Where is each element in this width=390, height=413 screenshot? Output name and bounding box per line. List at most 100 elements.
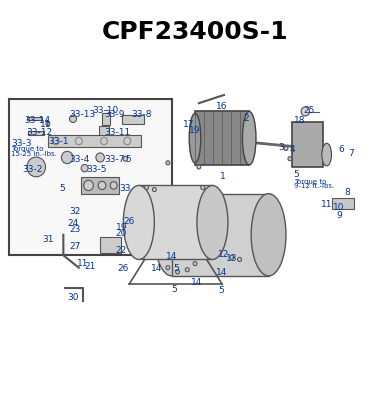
Circle shape	[197, 166, 201, 170]
Text: 33-4: 33-4	[69, 155, 90, 164]
Text: Torque to: Torque to	[294, 178, 326, 184]
Circle shape	[98, 182, 106, 190]
Text: 23: 23	[69, 225, 80, 234]
Text: 15-25 in.-lbs.: 15-25 in.-lbs.	[11, 150, 57, 156]
Bar	[27, 118, 42, 121]
Text: 2: 2	[243, 114, 249, 123]
Circle shape	[98, 156, 103, 161]
Circle shape	[176, 270, 179, 274]
Bar	[81, 178, 119, 194]
Circle shape	[230, 256, 234, 260]
Text: 33-3: 33-3	[11, 138, 32, 147]
Text: 33-13: 33-13	[69, 110, 96, 119]
Text: 33-5: 33-5	[87, 165, 107, 174]
Bar	[28, 131, 44, 135]
Text: 11: 11	[40, 120, 51, 129]
Circle shape	[75, 138, 82, 145]
Circle shape	[96, 154, 105, 163]
Text: 8: 8	[344, 188, 350, 197]
Text: 31: 31	[42, 235, 53, 244]
Text: 33-8: 33-8	[131, 110, 152, 119]
Circle shape	[124, 138, 131, 145]
Text: 17: 17	[183, 120, 195, 129]
Text: 14: 14	[191, 278, 202, 287]
Circle shape	[69, 116, 76, 123]
Text: 11: 11	[77, 259, 89, 268]
Bar	[9, 100, 172, 256]
Ellipse shape	[123, 186, 154, 260]
Circle shape	[166, 161, 170, 166]
Circle shape	[84, 181, 93, 191]
Text: Torque to: Torque to	[11, 146, 43, 152]
Circle shape	[64, 154, 71, 162]
Circle shape	[145, 186, 149, 190]
Text: 14: 14	[151, 263, 162, 273]
Text: 19: 19	[115, 223, 127, 232]
Circle shape	[46, 122, 50, 126]
Bar	[172, 194, 269, 276]
Circle shape	[27, 158, 46, 177]
Text: 5: 5	[294, 170, 300, 179]
Text: CPF23400S-1: CPF23400S-1	[102, 20, 288, 44]
Text: 30: 30	[67, 292, 79, 301]
Text: 7: 7	[348, 149, 354, 158]
Text: 10: 10	[332, 202, 344, 211]
Circle shape	[201, 186, 205, 190]
Circle shape	[52, 138, 59, 145]
Circle shape	[101, 138, 108, 145]
Ellipse shape	[322, 144, 332, 166]
Text: 5: 5	[172, 284, 177, 293]
Text: 33-10: 33-10	[92, 106, 119, 114]
Bar	[122, 116, 144, 125]
Bar	[292, 122, 323, 168]
Text: 14: 14	[166, 251, 177, 260]
Ellipse shape	[243, 112, 256, 166]
Circle shape	[110, 182, 117, 190]
Circle shape	[152, 188, 156, 192]
Circle shape	[288, 157, 292, 161]
Text: 9: 9	[336, 210, 342, 219]
Text: 33-7: 33-7	[104, 155, 124, 164]
Text: 25: 25	[303, 106, 315, 114]
Bar	[100, 237, 121, 254]
Text: 4: 4	[290, 145, 296, 154]
Text: 33-1: 33-1	[48, 136, 68, 145]
Text: 12: 12	[218, 249, 230, 258]
Text: 33-9: 33-9	[104, 110, 124, 119]
Circle shape	[61, 152, 73, 164]
Circle shape	[166, 266, 170, 270]
Text: 9-12 ft.-lbs.: 9-12 ft.-lbs.	[294, 182, 334, 188]
Bar	[332, 198, 354, 210]
Bar	[99, 126, 109, 137]
Text: 14: 14	[216, 268, 228, 277]
Circle shape	[238, 258, 241, 262]
Ellipse shape	[251, 194, 286, 276]
Text: 24: 24	[67, 218, 78, 228]
Circle shape	[193, 262, 197, 266]
Text: 33-12: 33-12	[27, 128, 53, 137]
Text: 33-2: 33-2	[23, 165, 43, 174]
Ellipse shape	[296, 124, 319, 166]
Text: 1: 1	[220, 171, 226, 180]
Circle shape	[303, 110, 307, 114]
Text: 26: 26	[123, 216, 135, 225]
Text: 21: 21	[85, 261, 96, 271]
Text: 33-14: 33-14	[25, 116, 51, 125]
Circle shape	[185, 268, 189, 272]
Ellipse shape	[154, 194, 189, 276]
Text: 32: 32	[69, 206, 80, 215]
Bar	[195, 112, 249, 166]
Text: 5: 5	[125, 155, 131, 164]
Circle shape	[301, 108, 310, 116]
Text: 22: 22	[115, 245, 127, 254]
Ellipse shape	[189, 114, 201, 164]
Text: 11: 11	[321, 200, 332, 209]
Ellipse shape	[197, 186, 228, 260]
Text: 26: 26	[117, 263, 129, 273]
Circle shape	[284, 147, 288, 151]
Text: 13: 13	[226, 253, 238, 262]
Circle shape	[31, 162, 42, 173]
Bar	[139, 186, 213, 260]
Bar	[48, 135, 141, 148]
Text: 19: 19	[189, 126, 201, 135]
